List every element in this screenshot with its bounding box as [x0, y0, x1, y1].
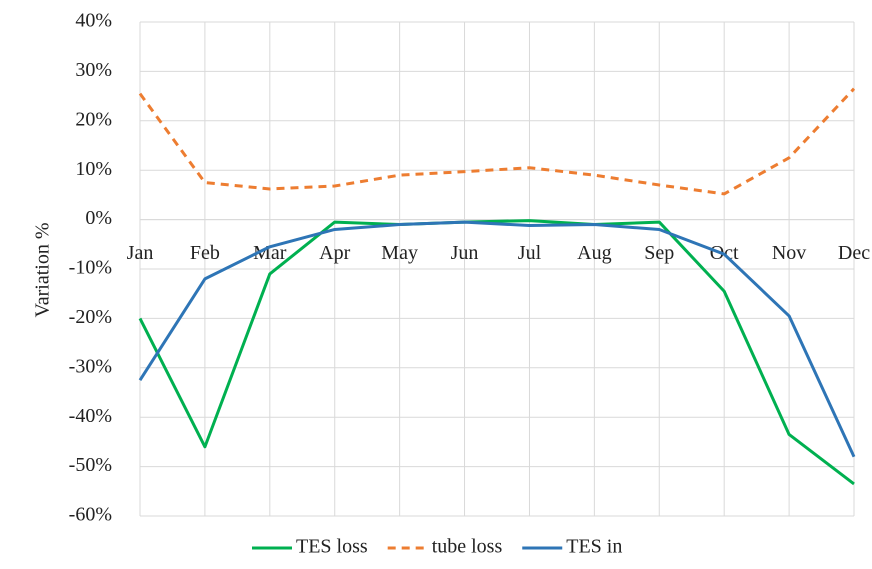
series-line	[138, 220, 856, 458]
x-tick-label: May	[381, 242, 418, 264]
x-tick-label: Nov	[772, 242, 806, 264]
x-tick-label: Feb	[190, 242, 220, 264]
y-tick-label: 0%	[85, 207, 112, 229]
x-tick-label: Jan	[127, 242, 154, 264]
legend-label: TES loss	[296, 536, 368, 558]
y-tick-label: -20%	[69, 306, 112, 328]
x-tick-label: Aug	[577, 242, 611, 264]
series-line	[138, 87, 856, 196]
x-tick-label: Mar	[253, 242, 287, 264]
legend-label: tube loss	[432, 536, 503, 558]
y-tick-label: 10%	[75, 158, 112, 180]
x-tick-label: Apr	[319, 242, 350, 264]
x-tick-label: Jun	[451, 242, 479, 264]
y-tick-label: -40%	[69, 405, 112, 427]
y-tick-label: -50%	[69, 454, 112, 476]
x-tick-label: Jul	[518, 242, 542, 264]
x-tick-label: Sep	[644, 242, 674, 264]
y-tick-label: -10%	[69, 257, 112, 279]
x-tick-label: Dec	[838, 242, 870, 264]
y-tick-label: 20%	[75, 108, 112, 130]
series-line	[138, 219, 855, 486]
y-tick-label: 40%	[75, 10, 112, 32]
y-tick-label: -60%	[69, 504, 112, 526]
y-tick-label: -30%	[69, 355, 112, 377]
legend-label: TES in	[566, 536, 622, 558]
y-tick-label: 30%	[75, 59, 112, 81]
y-axis-label: Variation %	[32, 223, 54, 318]
